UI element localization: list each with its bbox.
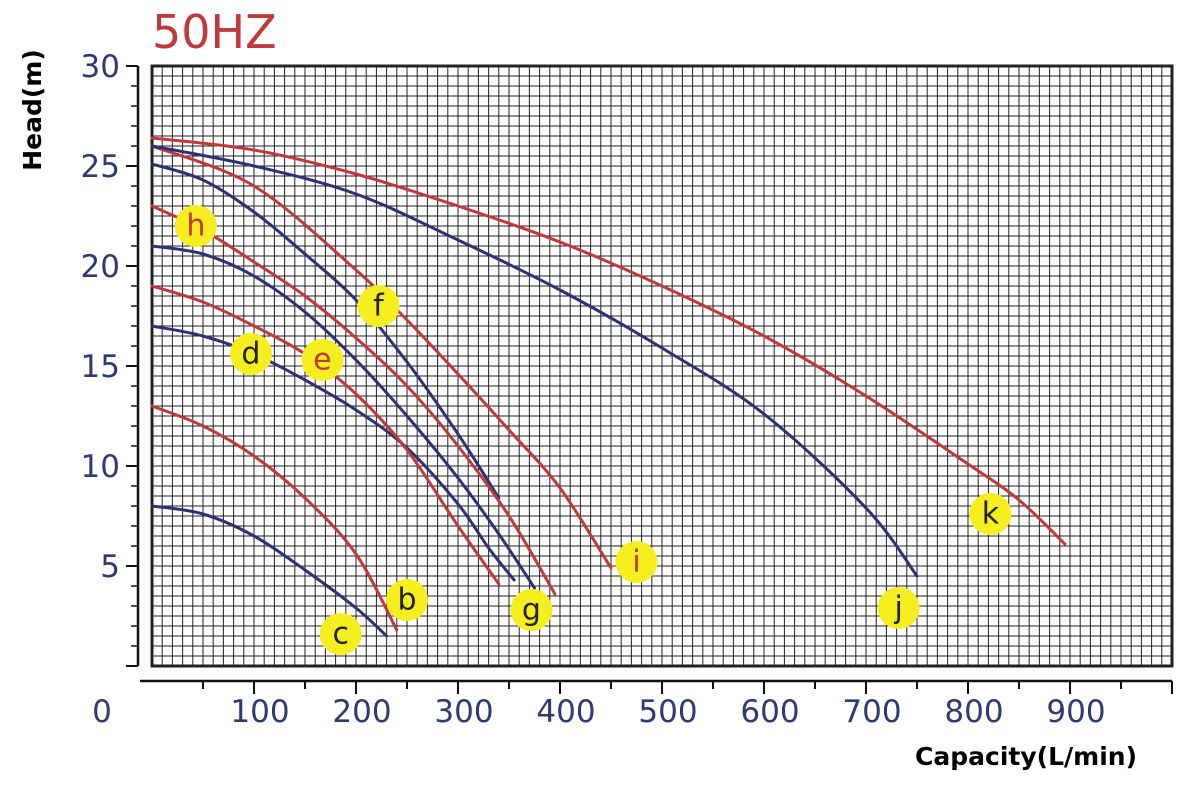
curve-label-g: g — [522, 593, 541, 628]
curve-marker-h — [174, 205, 217, 247]
x-tick-label: 600 — [740, 694, 799, 730]
curve-label-h: h — [186, 209, 205, 244]
curve-k — [150, 136, 1067, 546]
curve-label-e: e — [313, 343, 331, 378]
x-tick-label: 700 — [842, 694, 901, 730]
curve-j — [150, 144, 919, 578]
curve-label-k: k — [982, 497, 1000, 532]
curve-marker-f — [357, 285, 400, 327]
x-tick-label: 300 — [434, 694, 493, 730]
y-tick-label: 10 — [81, 449, 120, 485]
curve-label-i: i — [632, 545, 640, 580]
chart-title: 50HZ — [152, 5, 277, 59]
y-axis-label: Head(m) — [18, 49, 47, 171]
curve-label-b: b — [397, 583, 416, 618]
curve-labels: b c d e f g h i j k — [174, 205, 1012, 655]
curve-marker-i — [615, 541, 658, 583]
x-tick-label: 900 — [1046, 694, 1105, 730]
curve-e — [150, 284, 501, 586]
curve-h — [150, 204, 557, 596]
curve-c — [150, 504, 389, 638]
plot-frame — [150, 64, 1174, 668]
x-axis-label: Capacity(L/min) — [915, 742, 1137, 771]
x-tick-label: 200 — [332, 694, 391, 730]
grid — [150, 64, 1174, 668]
y-tick-label: 30 — [81, 49, 120, 85]
curves — [150, 136, 1067, 638]
curve-marker-g — [510, 589, 553, 631]
curve-b — [150, 404, 399, 632]
curve-label-j: j — [893, 591, 902, 626]
curve-label-f: f — [373, 289, 385, 324]
curve-label-c: c — [332, 617, 349, 652]
y-tick-label: 5 — [100, 549, 120, 585]
x-tick-label: 500 — [638, 694, 697, 730]
x-tick-label: 800 — [944, 694, 1003, 730]
y-tick-label: 20 — [81, 249, 120, 285]
curve-marker-c — [319, 613, 362, 655]
curve-marker-d — [229, 333, 272, 375]
y-tick-label: 25 — [81, 149, 120, 185]
curve-d — [150, 324, 516, 582]
y-tick-label: 15 — [81, 349, 120, 385]
curve-marker-k — [969, 493, 1012, 535]
x-tick-label: 0 — [92, 694, 112, 730]
curve-marker-b — [386, 579, 428, 621]
x-axis-ticks: 0 100 200 300 400 500 600 700 800 900 — [92, 679, 1173, 730]
curve-f — [150, 162, 501, 500]
curve-i — [150, 144, 613, 570]
curve-marker-j — [877, 587, 920, 629]
curve-g — [150, 244, 536, 590]
x-tick-label: 400 — [536, 694, 595, 730]
curve-marker-e — [301, 339, 344, 381]
x-tick-label: 100 — [230, 694, 289, 730]
curve-label-d: d — [241, 337, 260, 372]
y-axis-ticks: 5 10 15 20 25 30 — [81, 49, 140, 667]
